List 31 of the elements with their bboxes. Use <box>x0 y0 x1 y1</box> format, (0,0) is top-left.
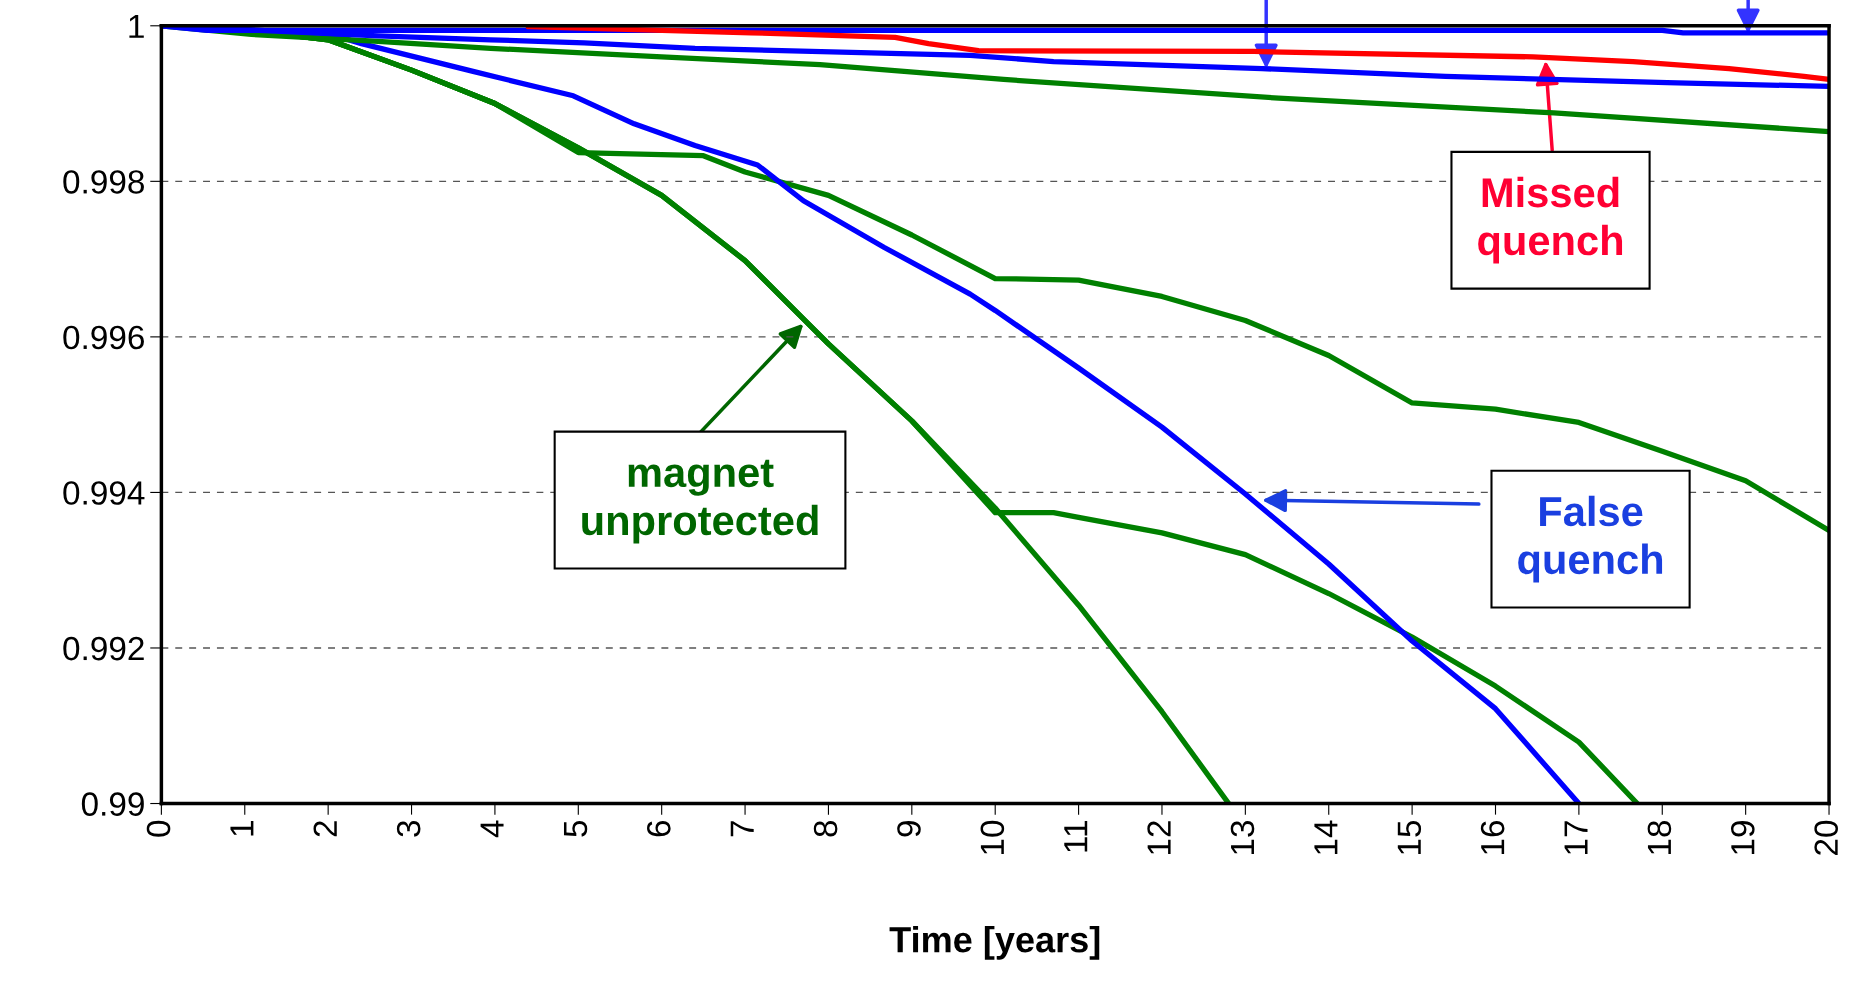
x-tick-label: 10 <box>980 820 1005 855</box>
x-tick-label: 11 <box>1064 821 1088 852</box>
annotation: magnet unprotected <box>582 459 818 544</box>
x-tick-label: 1 <box>230 821 254 836</box>
x-tick-label: 4 <box>480 820 504 838</box>
x-tick-label: 20 <box>1814 820 1838 855</box>
x-tick-label: 18 <box>1647 820 1672 855</box>
x-tick-label: 6 <box>647 820 671 837</box>
x-tick-label: 3 <box>396 820 421 837</box>
x-tick-label: 19 <box>1730 821 1755 855</box>
x-tick-label: 0 <box>146 820 171 837</box>
x-tick-label: 14 <box>1314 820 1338 855</box>
y-tick-label: 0.99 <box>81 792 144 816</box>
x-tick-label: 7 <box>730 821 754 837</box>
x-tick-label: 16 <box>1480 820 1505 855</box>
x-tick-label: 2 <box>313 821 337 837</box>
y-tick-label: 0.998 <box>63 170 144 194</box>
annotation: Missed quench <box>1478 176 1623 264</box>
x-tick-label: 17 <box>1564 821 1588 855</box>
x-tick-label: 13 <box>1230 820 1255 855</box>
x-tick-label: 9 <box>897 821 921 837</box>
x-tick-label: 12 <box>1147 821 1171 855</box>
x-tick-label: 15 <box>1397 820 1422 855</box>
x-axis-title: Time [years] <box>889 926 1100 960</box>
x-tick-label: 5 <box>563 820 588 837</box>
x-tick-label: 8 <box>813 820 838 837</box>
y-tick-label: 0.994 <box>63 481 145 505</box>
y-tick-label: 0.992 <box>63 636 144 661</box>
annotation: False quench <box>1518 495 1663 583</box>
y-tick-label: 0.996 <box>63 325 144 350</box>
y-tick-label: 1 <box>129 14 144 38</box>
